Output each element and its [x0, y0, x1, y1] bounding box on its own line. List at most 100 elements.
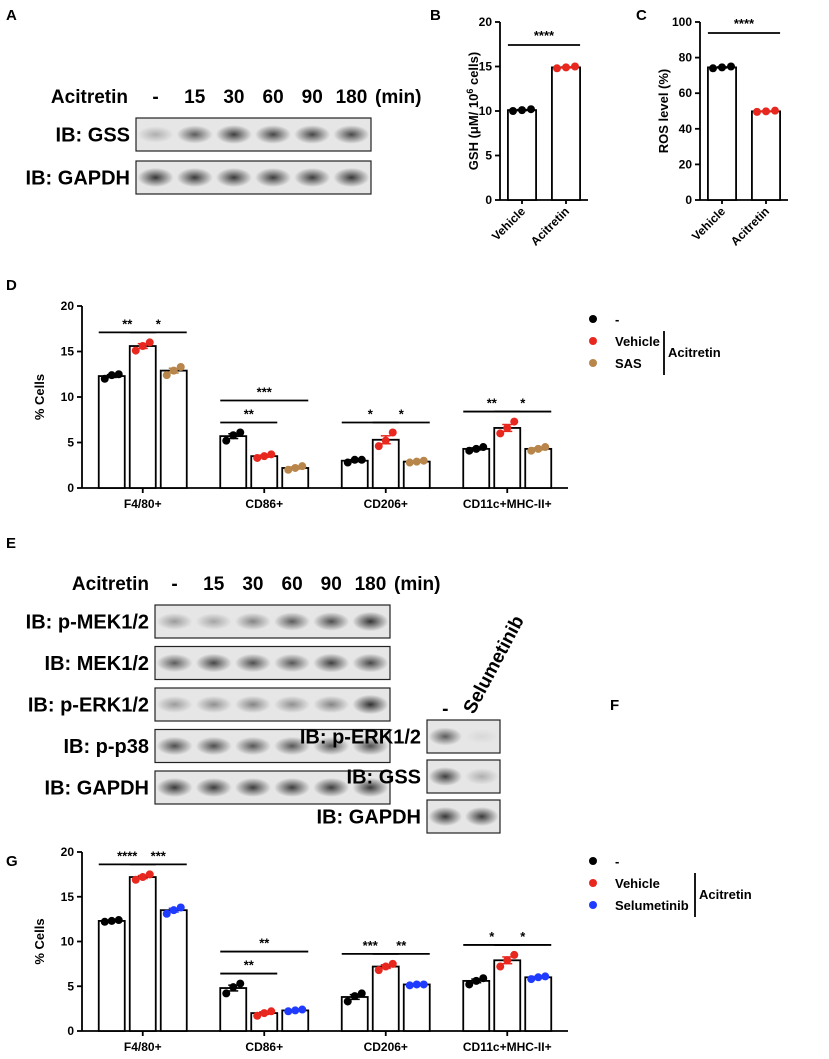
bar — [371, 965, 400, 1032]
chart-b: 0 5 10 15 20 Vehicle Acitretin **** GSH (μM/ 106… — [465, 15, 588, 249]
blot-frame — [135, 160, 372, 195]
lane-label: 15 — [184, 87, 206, 108]
data-point — [553, 64, 561, 73]
data-point — [138, 342, 147, 351]
lane-label: - — [442, 699, 448, 720]
y-axis-label: GSH (μM/ 106 cells) — [465, 52, 481, 170]
data-point — [771, 106, 779, 115]
data-point — [503, 423, 512, 432]
category-label: CD11c+MHC-II+ — [463, 497, 552, 511]
data-point — [589, 337, 597, 345]
band — [234, 695, 271, 714]
band — [137, 167, 174, 188]
data-point — [176, 903, 185, 912]
band — [156, 653, 193, 673]
y-tick-label: 10 — [479, 104, 493, 118]
band — [313, 695, 350, 714]
y-tick-label: 5 — [67, 436, 74, 450]
band — [156, 696, 193, 713]
panel-label-a: A — [6, 7, 17, 24]
data-point — [222, 989, 231, 998]
bar — [751, 110, 781, 201]
data-point — [291, 1006, 300, 1015]
panel-label-e: E — [6, 535, 16, 552]
y-tick-label: 60 — [679, 86, 693, 100]
category-label: CD86+ — [245, 497, 283, 511]
category-label: F4/80+ — [124, 1040, 162, 1054]
lane-label: 180 — [336, 87, 368, 108]
data-point — [291, 463, 300, 472]
category-label: CD11c+MHC-II+ — [463, 1040, 552, 1054]
significance-label: **** — [534, 28, 555, 43]
y-tick-label: 10 — [61, 390, 75, 404]
blot-label: IB: GAPDH — [317, 807, 421, 829]
data-point — [176, 362, 185, 371]
y-tick-label: 0 — [67, 1024, 74, 1038]
bar — [159, 369, 188, 489]
y-axis-label: ROS level (%) — [656, 69, 671, 154]
bar — [462, 979, 491, 1032]
panel-label-g: G — [6, 853, 18, 870]
y-tick-label: 0 — [685, 193, 692, 207]
data-point — [162, 371, 171, 380]
bar — [402, 983, 431, 1032]
data-point — [541, 972, 550, 981]
lane-title: Acitretin — [51, 87, 128, 108]
band — [428, 727, 463, 746]
band — [333, 167, 370, 188]
data-point — [114, 916, 123, 925]
lane-label: 60 — [263, 87, 284, 108]
bar — [128, 345, 157, 489]
category-label: CD86+ — [245, 1040, 283, 1054]
band — [274, 736, 311, 756]
data-point — [518, 106, 526, 115]
bar — [159, 909, 188, 1032]
blot-frame — [154, 645, 391, 681]
western-blot-e: Acitretin - 15 30 60 90 180 (min) IB: p-MEK1/2 IB… — [26, 574, 440, 805]
y-tick-label: 20 — [61, 299, 75, 313]
data-point — [357, 989, 366, 998]
band — [195, 613, 232, 630]
data-point — [419, 980, 428, 989]
data-point — [479, 443, 488, 452]
y-tick-label: 80 — [679, 51, 693, 65]
band — [428, 766, 463, 787]
data-point — [589, 359, 597, 367]
blot-frame — [154, 604, 391, 639]
data-point — [100, 374, 109, 383]
band — [234, 736, 271, 756]
unit-label: (min) — [394, 574, 440, 595]
data-point — [709, 64, 717, 73]
data-point — [350, 455, 359, 464]
y-axis-label: % Cells — [32, 374, 47, 420]
category-label: Vehicle — [489, 204, 528, 243]
data-point — [222, 436, 231, 445]
band — [274, 653, 311, 673]
data-point — [762, 107, 770, 116]
band — [176, 167, 213, 188]
data-point — [298, 462, 307, 471]
bar — [97, 920, 126, 1032]
lane-label: 90 — [302, 87, 323, 108]
data-point — [589, 315, 597, 323]
bar — [493, 427, 522, 489]
bar — [97, 375, 126, 489]
data-point — [527, 446, 536, 455]
legend-entry: - — [615, 854, 619, 869]
data-point — [496, 429, 505, 438]
blot-frame — [154, 728, 391, 764]
data-point — [236, 428, 245, 437]
data-point — [374, 442, 383, 451]
y-label-part: GSH (μM/ 10 — [466, 94, 481, 171]
y-label-sup: 6 — [465, 89, 475, 94]
significance-label: *** — [151, 848, 167, 863]
data-point — [284, 1007, 293, 1016]
data-point — [229, 983, 238, 992]
band — [234, 777, 271, 798]
data-point — [267, 450, 276, 459]
data-point — [253, 453, 262, 462]
band — [274, 612, 311, 631]
significance-label: ** — [244, 958, 255, 973]
